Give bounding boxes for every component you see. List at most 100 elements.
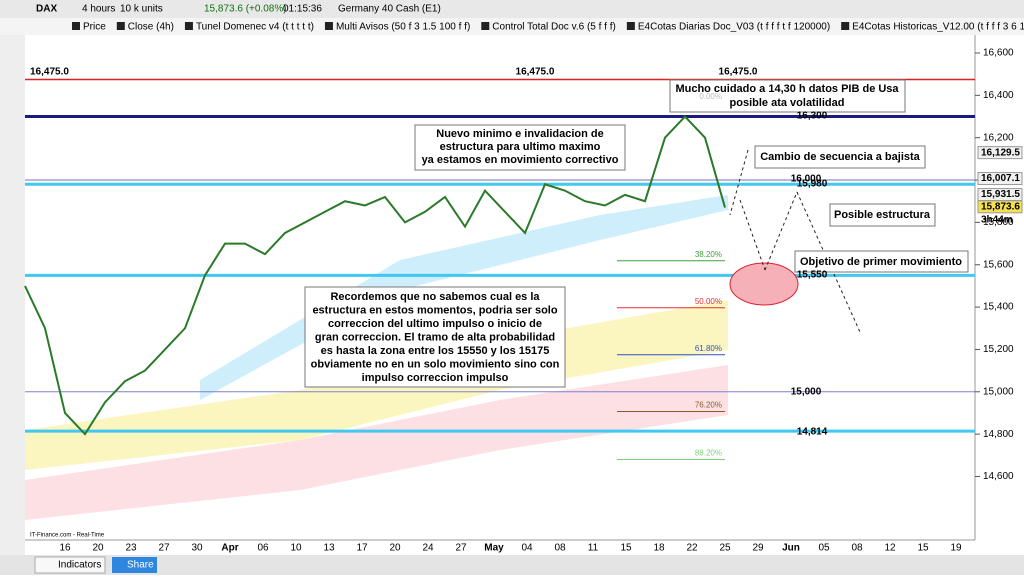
indicator: Close (4h) xyxy=(128,22,174,33)
instrument: Germany 40 Cash (E1) xyxy=(338,4,441,15)
level-label: 16,300 xyxy=(797,111,828,122)
fib-label: 38.20% xyxy=(695,250,722,259)
y-tick-label: 16,600 xyxy=(983,48,1014,59)
x-tick-label: 16 xyxy=(59,543,71,554)
x-tick-label: Jun xyxy=(782,543,800,554)
countdown: 3h44m xyxy=(981,214,1013,225)
indicator-swatch xyxy=(481,22,490,30)
x-tick-label: 13 xyxy=(323,543,335,554)
indicators-button[interactable] xyxy=(34,556,106,574)
x-tick-label: Apr xyxy=(221,543,238,554)
annotation: estructura en estos momentos, podria ser… xyxy=(312,304,557,316)
indicator: Price xyxy=(83,22,106,33)
indicator: Control Total Doc v.6 (5 f f f) xyxy=(492,22,616,33)
level-label: 16,475.0 xyxy=(719,67,758,78)
timeframe[interactable]: 4 hours xyxy=(82,4,115,15)
level-label: 16,475.0 xyxy=(30,67,69,78)
x-tick-label: 19 xyxy=(950,543,962,554)
annotation: estructura para ultimo maximo xyxy=(440,141,601,153)
fib-label: 50.00% xyxy=(695,297,722,306)
price-badge xyxy=(977,172,1023,186)
indicator: E4Cotas Diarias Doc_V03 (t f f f t f 120… xyxy=(638,22,830,33)
indicator: Multi Avisos (50 f 3 1.5 100 f f) xyxy=(336,22,470,33)
source: IT-Finance.com - Real-Time xyxy=(30,533,105,539)
left-toolbar xyxy=(0,35,25,555)
annotation: obviamente no en un solo movimiento sino… xyxy=(311,358,560,370)
annotation-box xyxy=(829,203,936,227)
bottom-toolbar xyxy=(0,555,1024,575)
level-label: 16,000 xyxy=(791,174,822,185)
x-tick-label: 05 xyxy=(818,543,830,554)
price-line xyxy=(24,115,726,436)
level-label: 16,475.0 xyxy=(516,67,555,78)
y-tick-label: 15,400 xyxy=(983,302,1014,313)
symbol[interactable]: DAX xyxy=(36,4,57,15)
annotation: correccion del ultimo impulso o inicio d… xyxy=(328,318,542,330)
annotation: Recordemos que no sabemos cual es la xyxy=(330,291,540,303)
x-tick-label: 27 xyxy=(158,543,170,554)
x-tick-label: 17 xyxy=(356,543,368,554)
annotation-box xyxy=(754,145,926,169)
price-badge-label: 15,931.5 xyxy=(981,189,1020,200)
share-button[interactable] xyxy=(112,557,157,573)
x-tick-label: 08 xyxy=(554,543,566,554)
indicator-swatch xyxy=(184,22,193,30)
annotation: Mucho cuidado a 14,30 h datos PIB de Usa xyxy=(675,83,899,95)
annotation-box xyxy=(669,79,906,113)
annotation: ya estamos en movimiento correctivo xyxy=(422,154,619,166)
x-tick-label: 22 xyxy=(686,543,698,554)
x-tick-label: 08 xyxy=(851,543,863,554)
y-tick-label: 15,600 xyxy=(983,259,1014,270)
x-tick-label: 15 xyxy=(917,543,929,554)
indicator-swatch xyxy=(324,22,333,30)
fib-label: 0.00% xyxy=(699,92,722,101)
level-label: 15,980 xyxy=(797,179,828,190)
annotation-box xyxy=(414,124,626,171)
annotation: Posible estructura xyxy=(834,209,931,221)
price-badge xyxy=(977,146,1023,160)
x-tick-label: 20 xyxy=(389,543,401,554)
x-tick-label: 24 xyxy=(422,543,434,554)
fib-label: 88.20% xyxy=(695,449,722,458)
indicator-swatch xyxy=(626,22,635,30)
y-tick-label: 15,000 xyxy=(983,386,1014,397)
x-tick-label: 25 xyxy=(719,543,731,554)
y-tick-label: 15,200 xyxy=(983,344,1014,355)
x-tick-label: 04 xyxy=(521,543,533,554)
indicator: Tunel Domenec v4 (t t t t t) xyxy=(196,22,314,33)
indicator: E4Cotas Historicas_V12.00 (t f f f 3 6 1… xyxy=(852,22,1024,33)
level-label: 15,550 xyxy=(797,270,828,281)
annotation: Cambio de secuencia a bajista xyxy=(760,151,920,163)
x-tick-label: 15 xyxy=(620,543,632,554)
projection-arrow xyxy=(729,149,861,333)
level-label: 15,000 xyxy=(791,387,822,398)
band xyxy=(200,195,728,400)
price-badge-label: 16,007.1 xyxy=(981,173,1020,184)
indicator-swatch xyxy=(72,22,80,30)
share-label[interactable]: Share xyxy=(127,560,154,571)
x-tick-label: 29 xyxy=(752,543,764,554)
x-tick-label: 12 xyxy=(884,543,896,554)
level-label: 14,814 xyxy=(797,427,828,438)
x-tick-label: 10 xyxy=(290,543,302,554)
x-tick-label: 30 xyxy=(191,543,203,554)
units[interactable]: 10 k units xyxy=(120,4,163,15)
annotation: Nuevo minimo e invalidacion de xyxy=(436,128,603,140)
x-tick-label: 20 xyxy=(92,543,104,554)
y-tick-label: 14,600 xyxy=(983,471,1014,482)
x-tick-label: May xyxy=(484,543,504,554)
clock: 01:15:36 xyxy=(283,4,322,15)
band xyxy=(25,365,728,520)
indicators-label[interactable]: Indicators xyxy=(58,560,101,571)
target-zone xyxy=(729,262,799,306)
indicator-swatch xyxy=(116,22,125,30)
price-badge xyxy=(977,200,1023,214)
y-tick-label: 16,400 xyxy=(983,90,1014,101)
fib-label: 61.80% xyxy=(695,344,722,353)
y-tick-label: 16,200 xyxy=(983,132,1014,143)
fib-label: 76.20% xyxy=(695,401,722,410)
x-tick-label: 27 xyxy=(455,543,467,554)
price-badge-label: 15,873.6 xyxy=(981,201,1020,212)
x-tick-label: 06 xyxy=(257,543,269,554)
